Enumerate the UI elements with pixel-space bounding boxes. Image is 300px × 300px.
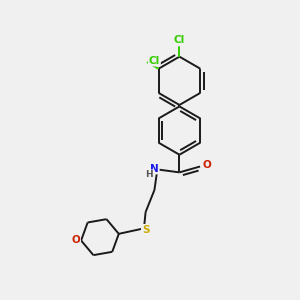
Text: Cl: Cl	[149, 56, 160, 66]
Text: S: S	[142, 225, 149, 235]
Text: H: H	[145, 170, 153, 179]
Text: Cl: Cl	[174, 35, 185, 45]
Text: O: O	[71, 236, 80, 245]
Text: N: N	[150, 164, 159, 173]
Text: O: O	[202, 160, 211, 170]
